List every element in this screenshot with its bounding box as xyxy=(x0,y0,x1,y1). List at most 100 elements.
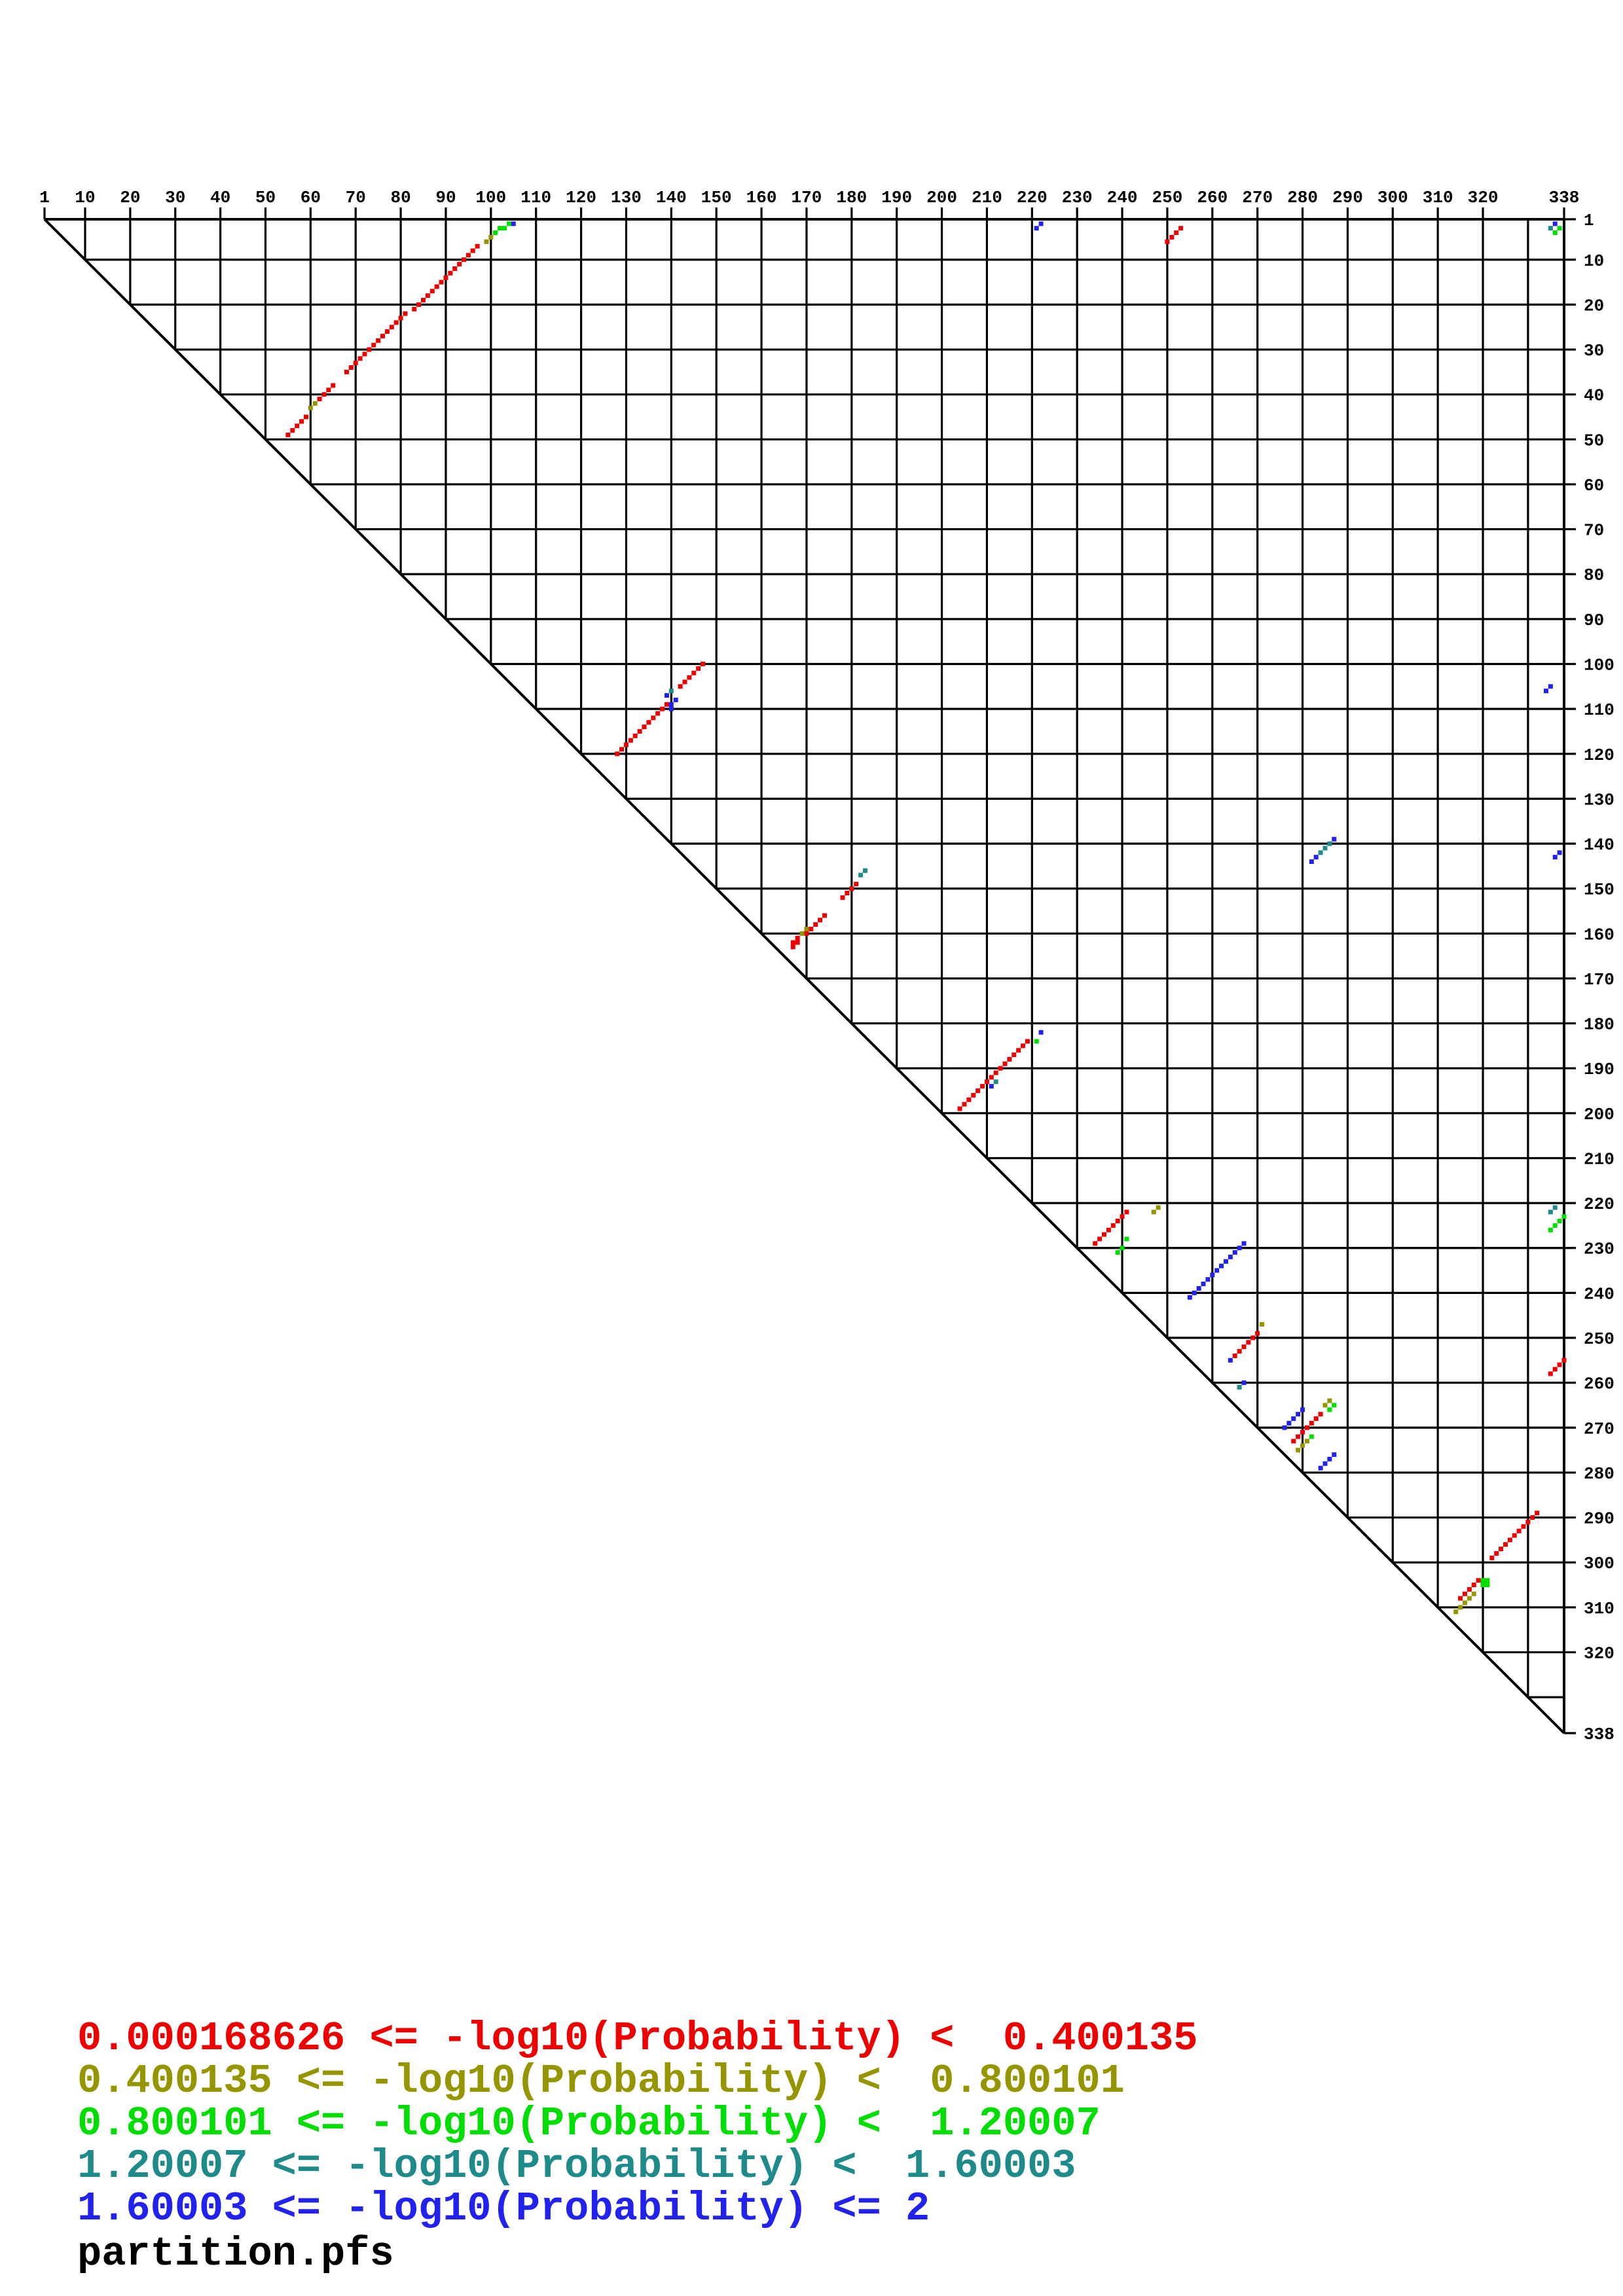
probability-dot-blue xyxy=(1291,1416,1296,1422)
probability-dot-blue xyxy=(1219,1263,1224,1268)
probability-dot-blue xyxy=(1543,689,1548,694)
right-axis-tick-label: 280 xyxy=(1584,1464,1614,1484)
probability-dot-blue xyxy=(1201,1282,1206,1287)
probability-dot-red xyxy=(619,747,625,752)
probability-dot-green xyxy=(501,226,507,231)
top-axis-tick-label: 1 xyxy=(39,188,50,207)
probability-dot-red xyxy=(448,270,453,276)
top-axis-tick-label: 10 xyxy=(75,188,95,207)
top-axis-tick-label: 320 xyxy=(1468,188,1499,207)
probability-dot-teal xyxy=(1548,1210,1553,1215)
probability-dot-red xyxy=(1489,1555,1495,1560)
probability-dot-red xyxy=(840,895,845,900)
probability-dot-red xyxy=(1097,1236,1103,1242)
top-axis-tick-label: 140 xyxy=(656,188,687,207)
probability-dot-red xyxy=(1318,1412,1323,1417)
probability-dot-red xyxy=(321,392,327,397)
right-axis-tick-label: 50 xyxy=(1584,431,1604,450)
probability-dot-red xyxy=(1169,234,1175,240)
right-axis-tick-label: 190 xyxy=(1584,1060,1614,1079)
probability-dot-red xyxy=(1110,1223,1116,1228)
probability-dot-olive xyxy=(1322,1403,1328,1408)
probability-dot-green xyxy=(1557,1219,1562,1224)
probability-dot-red xyxy=(642,725,647,730)
probability-dot-red xyxy=(660,706,665,711)
probability-dot-red xyxy=(425,293,430,298)
probability-dot-red xyxy=(1246,1340,1251,1345)
probability-dot-red xyxy=(303,414,308,420)
probability-dot-green xyxy=(1327,1407,1332,1412)
probability-dot-red xyxy=(1512,1533,1517,1538)
probability-dot-red xyxy=(1241,1344,1247,1350)
probability-dot-red xyxy=(993,1070,998,1075)
top-axis-tick-label: 338 xyxy=(1549,188,1580,207)
top-axis-tick-label: 200 xyxy=(926,188,957,207)
grid-lines xyxy=(84,219,1564,1698)
probability-dot-red xyxy=(1115,1219,1120,1224)
probability-dot-red xyxy=(1476,1578,1481,1583)
probability-dot-red xyxy=(1012,1052,1017,1058)
probability-dot-red xyxy=(457,262,462,267)
probability-dot-red xyxy=(966,1097,972,1102)
probability-dot-red xyxy=(439,279,444,285)
legend-entry-red: 0.000168626 <= -log10(Probability) < 0.4… xyxy=(77,2015,1198,2062)
probability-dot-olive xyxy=(1327,1398,1332,1403)
probability-dot-red xyxy=(1237,1349,1242,1354)
probability-dot-teal xyxy=(1322,846,1328,851)
legend: 0.000168626 <= -log10(Probability) < 0.4… xyxy=(77,2017,1197,2230)
probability-dot-red xyxy=(1120,1214,1125,1219)
right-axis-tick-label: 240 xyxy=(1584,1284,1614,1304)
filename-label: partition.pfs xyxy=(77,2231,394,2277)
probability-dot-red xyxy=(1021,1043,1026,1049)
right-axis-tick-label: 320 xyxy=(1584,1643,1614,1663)
probability-dot-green xyxy=(1552,1223,1558,1228)
probability-dot-blue xyxy=(1332,836,1337,842)
probability-dot-red xyxy=(623,742,629,747)
probability-dot-red xyxy=(475,243,480,249)
top-axis-tick-label: 170 xyxy=(792,188,822,207)
probability-dot-green xyxy=(1309,1434,1314,1439)
probability-dot-red xyxy=(962,1102,967,1107)
probability-dot-teal xyxy=(1237,1385,1242,1390)
probability-dot-blue xyxy=(1205,1277,1211,1282)
probability-dot-red xyxy=(1557,1362,1562,1367)
probability-dot-red xyxy=(1232,1353,1237,1358)
top-axis-tick-label: 70 xyxy=(346,188,366,207)
probability-dot-red xyxy=(822,913,827,918)
probability-dot-blue xyxy=(1187,1295,1192,1300)
probability-dot-red xyxy=(687,675,692,680)
probability-dot-red xyxy=(984,1079,989,1085)
probability-dot-red xyxy=(701,661,706,666)
probability-dot-red xyxy=(412,306,417,312)
probability-dot-blue xyxy=(668,706,674,711)
right-axis-tick-label: 300 xyxy=(1584,1554,1614,1573)
probability-dot-red xyxy=(655,711,661,716)
right-axis-tick-label: 130 xyxy=(1584,790,1614,810)
probability-dot-red xyxy=(344,369,349,374)
probability-dot-red xyxy=(1462,1591,1467,1596)
probability-dot-olive xyxy=(804,926,809,931)
probability-dot-red xyxy=(1291,1439,1296,1444)
probability-dot-teal xyxy=(1548,226,1553,231)
probability-dot-green xyxy=(1120,1246,1125,1251)
probability-dot-red xyxy=(331,383,336,388)
probability-dot-red xyxy=(443,275,448,280)
probability-dot-blue xyxy=(1300,1407,1305,1412)
top-axis-tick-label: 280 xyxy=(1287,188,1318,207)
right-axis-tick-label: 80 xyxy=(1584,565,1604,585)
top-axis-tick-label: 210 xyxy=(972,188,1002,207)
probability-dot-red xyxy=(1530,1515,1535,1520)
probability-dot-blue xyxy=(1552,221,1558,226)
right-axis-tick-label: 40 xyxy=(1584,386,1604,406)
probability-dot-blue xyxy=(1241,1241,1247,1246)
probability-dot-blue xyxy=(1286,1420,1292,1426)
probability-dot-red xyxy=(637,728,642,734)
probability-dot-red xyxy=(470,248,475,253)
probability-dot-red xyxy=(854,882,859,887)
top-axis-tick-label: 190 xyxy=(881,188,912,207)
plot-border xyxy=(43,218,1565,1734)
probability-dot-red xyxy=(1002,1061,1008,1066)
probability-dot-red xyxy=(1165,239,1170,244)
top-axis-tick-label: 30 xyxy=(165,188,185,207)
probability-dot-olive xyxy=(1151,1210,1156,1215)
